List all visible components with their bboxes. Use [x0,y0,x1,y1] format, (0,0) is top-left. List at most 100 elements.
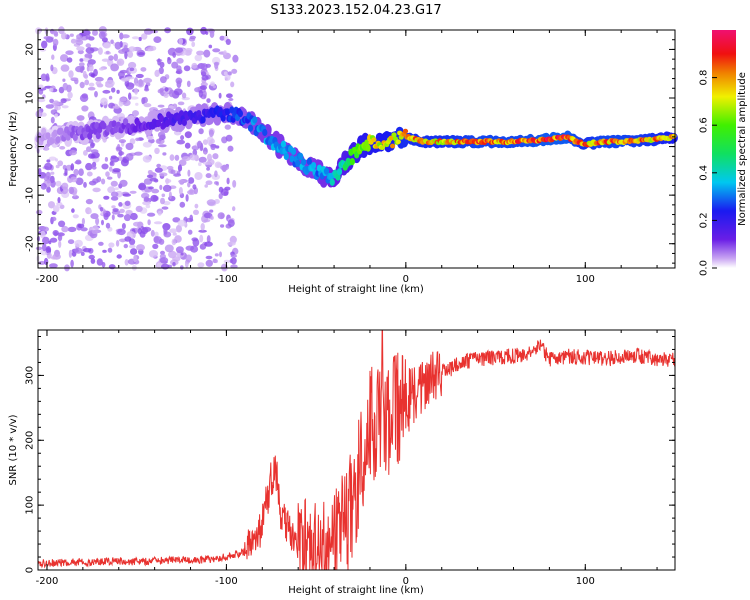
spectrogram-noise-blob [91,165,97,170]
spectrogram-noise-blob [184,142,191,149]
spectrogram-noise-blob [224,74,231,81]
spectrogram-noise-blob [173,173,182,177]
spectrogram-noise-blob [61,182,69,190]
spectrogram-noise-blob [143,28,153,35]
spectrogram-noise-blob [149,177,158,182]
spectrogram-noise-blob [81,30,91,36]
spectrogram-noise-blob [50,171,55,175]
spectrogram-noise-blob [110,180,118,187]
spectrogram-noise-blob [160,197,165,205]
spectrogram-noise-blob [108,264,116,270]
spectrogram-ridge-core [133,125,139,133]
spectrogram-noise-blob [35,209,43,215]
spectrogram-noise-blob [207,158,215,166]
spectrogram-noise-blob [123,214,131,222]
spectrogram-ridge-core [336,168,343,176]
spectrogram-noise-blob [194,203,199,209]
spectrogram-noise-blob [144,87,150,92]
colorbar-tick-label: 0.2 [699,212,710,228]
spectrogram-noise-blob [161,263,170,270]
spectrogram-ridge-core [237,110,243,118]
spectrogram-noise-blob [65,50,74,55]
spectrogram-ridge-core [283,152,289,160]
spectrogram-noise-blob [37,98,46,103]
spectrogram-noise-blob [92,29,98,36]
spectrogram-ridge-core [335,173,341,181]
spectrogram-noise-blob [76,46,85,51]
spectrogram-noise-blob [143,77,153,84]
spectrogram-noise-blob [137,227,142,235]
spectrogram-noise-blob [227,145,234,152]
snr-panel: -200 -100 0 100 0 100 200 300 Height of straigh… [8,329,676,596]
spectrogram-noise-blob [49,263,58,269]
spectrogram-noise-blob [82,248,92,253]
spectrogram-noise-blob [124,51,128,60]
spectrogram-noise-blob [191,41,196,47]
spectrogram-noise-blob [112,208,119,212]
spectrogram-noise-blob [50,256,58,260]
spectrogram-ridge-core [388,135,394,141]
spectrogram-ridge-core [365,144,371,152]
spectrogram-noise-blob [153,221,163,225]
spectrogram-noise-blob [50,116,55,124]
spectrogram-noise-blob [119,32,124,40]
spectrogram-noise-blob [205,173,212,179]
spectrogram-noise-blob [206,199,216,206]
spectrogram-noise-blob [61,32,67,40]
spectrogram-y-axis-title: Frequency (Hz) [8,111,19,187]
spectrogram-noise-blob [185,194,189,202]
spectrogram-noise-blob [114,187,119,191]
spectrogram-noise-blob [178,159,187,166]
spectrogram-noise-blob [111,205,116,209]
spectrogram-noise-blob [51,54,55,60]
spectrogram-y-tick-label: -20 [25,236,36,252]
spectrogram-noise-blob [104,157,108,162]
spectrogram-x-tick-label: 0 [403,274,409,285]
spectrogram-noise-blob [116,89,120,94]
spectrogram-ridge-core [371,137,377,143]
spectrogram-noise-blob [172,217,181,223]
spectrogram-noise-blob [198,128,204,135]
spectrogram-noise-blob [74,247,83,254]
spectrogram-noise-blob [46,186,51,193]
spectrogram-noise-blob [40,183,47,190]
spectrogram-noise-blob [115,240,120,247]
spectrogram-noise-blob [220,165,230,171]
spectrogram-noise-blob [105,50,110,55]
spectrogram-noise-blob [160,76,167,84]
spectrogram-noise-blob [90,73,95,78]
spectrogram-noise-blob [61,225,69,233]
spectrogram-noise-blob [168,191,172,200]
spectrogram-noise-blob [210,215,214,220]
spectrogram-noise-blob [124,200,131,206]
spectrogram-noise-blob [219,251,222,258]
spectrogram-noise-blob [127,50,134,58]
spectrogram-noise-blob [230,81,235,88]
spectrogram-noise-blob [116,146,123,151]
spectrogram-noise-blob [158,67,164,75]
spectrogram-noise-blob [135,102,139,106]
spectrogram-noise-blob [68,249,72,258]
spectrogram-noise-blob [192,149,198,156]
spectrogram-noise-blob [62,82,69,91]
spectrogram-noise-blob [137,52,145,56]
spectrogram-noise-blob [142,96,148,104]
spectrogram-ridge-core [220,114,226,122]
spectrogram-ridge-core [58,127,64,135]
spectrogram-noise-blob [133,254,138,263]
spectrogram-noise-blob [158,172,168,177]
spectrogram-noise-blob [187,169,191,177]
spectrogram-noise-blob [143,103,152,108]
spectrogram-noise-blob [176,57,184,64]
spectrogram-noise-blob [169,154,175,161]
spectrogram-noise-blob [116,254,122,259]
spectrogram-noise-blob [45,146,49,151]
spectrogram-noise-blob [81,217,85,225]
spectrogram-noise-blob [103,195,110,200]
spectrogram-noise-blob [72,195,79,200]
spectrogram-noise-blob [70,38,77,44]
spectrogram-noise-blob [192,184,197,190]
spectrogram-noise-blob [121,223,126,230]
spectrogram-noise-blob [199,234,204,243]
